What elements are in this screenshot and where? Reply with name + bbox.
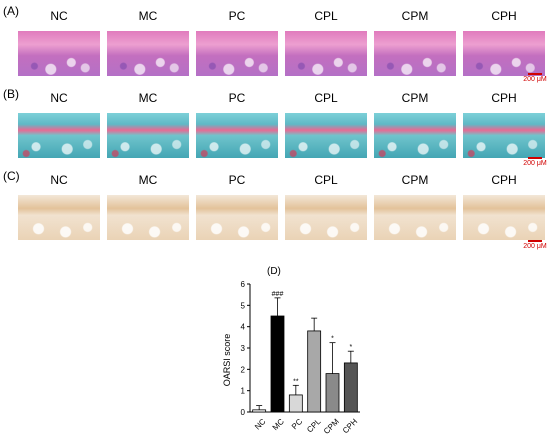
histology-image-he-cph	[463, 31, 545, 76]
group-label-cpl: CPL	[314, 91, 338, 105]
panel-label-d: (D)	[267, 266, 281, 277]
significance-cpm: *	[331, 336, 334, 343]
histology-image-sf-mc	[107, 113, 189, 158]
x-tick-label-cph: CPH	[341, 417, 359, 435]
histology-image-ihc-mc	[107, 195, 189, 240]
panel-label-b: (B)	[3, 87, 19, 101]
x-tick-label-cpl: CPL	[305, 417, 323, 435]
histology-image-ihc-cpm	[374, 195, 456, 240]
bar-nc	[252, 409, 267, 413]
histology-image-ihc-nc	[18, 195, 100, 240]
y-tick-label: 4	[241, 323, 246, 332]
group-label-mc: MC	[138, 91, 158, 105]
group-label-cph: CPH	[491, 91, 517, 105]
histology-image-he-nc	[18, 31, 100, 76]
scale-bar-a: 200 μM	[522, 73, 548, 83]
histology-image-ihc-cpl	[285, 195, 367, 240]
group-label-pc: PC	[228, 173, 246, 187]
y-axis-label: OARSI score	[222, 334, 232, 387]
y-tick-label: 6	[241, 280, 246, 289]
group-label-cpl: CPL	[314, 173, 338, 187]
significance-cph: *	[349, 344, 352, 351]
significance-pc: **	[293, 378, 299, 385]
histology-image-he-pc	[196, 31, 278, 76]
y-tick-label: 3	[241, 344, 246, 353]
histology-image-he-cpl	[285, 31, 367, 76]
group-label-cpm: CPM	[401, 91, 429, 105]
group-label-cph: CPH	[491, 9, 517, 23]
x-tick-label-mc: MC	[271, 417, 286, 432]
histology-image-he-cpm	[374, 31, 456, 76]
group-label-mc: MC	[138, 9, 158, 23]
panel-label-c: (C)	[3, 169, 20, 183]
y-tick-label: 0	[241, 408, 246, 417]
histology-image-sf-cpl	[285, 113, 367, 158]
significance-mc: ###	[272, 291, 284, 298]
bar-mc	[270, 315, 285, 413]
histology-image-sf-nc	[18, 113, 100, 158]
bar-cpl	[307, 330, 322, 413]
panel-label-a: (A)	[3, 4, 19, 18]
group-label-cpl: CPL	[314, 9, 338, 23]
histology-image-ihc-cph	[463, 195, 545, 240]
x-tick-label-nc: NC	[253, 417, 268, 432]
y-tick-label: 1	[241, 387, 246, 396]
group-label-cpm: CPM	[401, 173, 429, 187]
group-label-pc: PC	[228, 9, 246, 23]
y-tick-label: 2	[241, 365, 246, 374]
oarsi-bar-chart: (D) OARSI score 0 1 2 3 4 5 6 NC ### MC ** PC CPL * CP…	[222, 266, 360, 436]
histology-image-sf-pc	[196, 113, 278, 158]
y-tick-label: 5	[241, 301, 246, 310]
group-label-nc: NC	[50, 9, 68, 23]
x-tick-label-cpm: CPM	[322, 417, 341, 436]
group-label-cpm: CPM	[401, 9, 429, 23]
group-label-mc: MC	[138, 173, 158, 187]
histology-image-ihc-pc	[196, 195, 278, 240]
bar-pc	[288, 394, 303, 413]
group-label-nc: NC	[50, 91, 68, 105]
histology-image-sf-cpm	[374, 113, 456, 158]
histology-image-sf-cph	[463, 113, 545, 158]
scale-bar-b: 200 μM	[522, 157, 548, 167]
histology-image-he-mc	[107, 31, 189, 76]
group-label-cph: CPH	[491, 173, 517, 187]
x-tick-label-pc: PC	[290, 417, 304, 431]
bar-cpm	[325, 373, 340, 413]
group-label-pc: PC	[228, 91, 246, 105]
bar-cph	[343, 362, 358, 413]
group-label-nc: NC	[50, 173, 68, 187]
scale-bar-c: 200 μM	[522, 240, 548, 250]
